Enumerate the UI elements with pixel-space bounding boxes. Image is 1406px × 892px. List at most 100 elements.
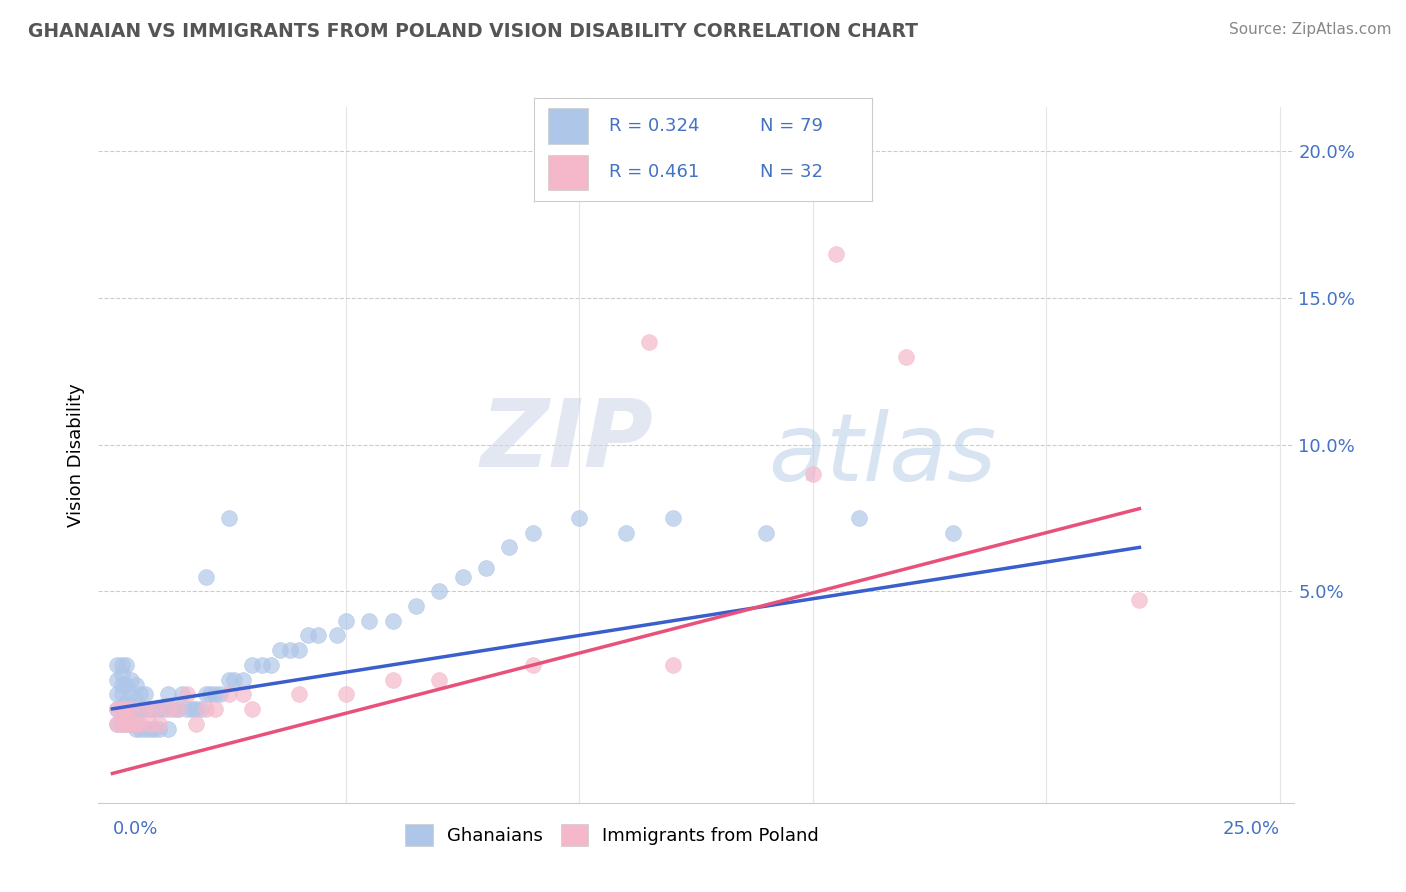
Point	[522, 525, 544, 540]
Point	[218, 511, 240, 525]
Point	[120, 687, 142, 701]
Text: GHANAIAN VS IMMIGRANTS FROM POLAND VISION DISABILITY CORRELATION CHART: GHANAIAN VS IMMIGRANTS FROM POLAND VISIO…	[28, 22, 918, 41]
Point	[260, 657, 283, 672]
Point	[148, 716, 170, 731]
Point	[157, 723, 180, 737]
Point	[1128, 593, 1150, 607]
Point	[115, 707, 138, 722]
Point	[288, 687, 311, 701]
Point	[105, 673, 128, 687]
Point	[120, 673, 142, 687]
Point	[942, 525, 965, 540]
Point	[204, 687, 226, 701]
Point	[120, 716, 142, 731]
Point	[111, 657, 134, 672]
Point	[232, 687, 254, 701]
Point	[186, 716, 208, 731]
Point	[218, 687, 240, 701]
Point	[381, 673, 404, 687]
Point	[232, 673, 254, 687]
Point	[148, 702, 170, 716]
Legend: Ghanaians, Immigrants from Poland: Ghanaians, Immigrants from Poland	[398, 816, 827, 853]
Text: Source: ZipAtlas.com: Source: ZipAtlas.com	[1229, 22, 1392, 37]
Point	[148, 723, 170, 737]
Text: N = 32: N = 32	[761, 163, 824, 181]
Point	[894, 350, 917, 364]
Point	[120, 716, 142, 731]
Point	[134, 687, 156, 701]
Point	[848, 511, 870, 525]
Text: atlas: atlas	[768, 409, 995, 500]
Text: R = 0.461: R = 0.461	[609, 163, 699, 181]
Text: 0.0%: 0.0%	[112, 821, 157, 838]
Point	[120, 702, 142, 716]
Point	[115, 716, 138, 731]
Text: N = 79: N = 79	[761, 118, 824, 136]
Text: ZIP: ZIP	[481, 395, 654, 487]
Point	[162, 702, 184, 716]
Point	[143, 702, 166, 716]
Point	[801, 467, 824, 481]
Point	[451, 570, 474, 584]
Point	[190, 702, 212, 716]
Point	[661, 511, 683, 525]
Point	[139, 702, 162, 716]
Point	[125, 723, 148, 737]
Point	[125, 693, 148, 707]
Point	[218, 673, 240, 687]
Point	[105, 716, 128, 731]
Point	[111, 702, 134, 716]
Point	[105, 687, 128, 701]
Point	[115, 678, 138, 692]
Text: 25.0%: 25.0%	[1222, 821, 1279, 838]
Point	[115, 716, 138, 731]
Point	[200, 687, 222, 701]
Point	[208, 687, 231, 701]
Point	[111, 702, 134, 716]
Point	[288, 643, 311, 657]
Point	[129, 716, 152, 731]
Point	[139, 723, 162, 737]
Point	[498, 541, 520, 555]
Point	[307, 628, 329, 642]
Point	[176, 702, 198, 716]
Point	[381, 614, 404, 628]
Point	[325, 628, 347, 642]
Point	[129, 702, 152, 716]
Point	[269, 643, 291, 657]
Point	[115, 696, 138, 710]
Bar	[548, 108, 588, 145]
Point	[427, 584, 450, 599]
Y-axis label: Vision Disability: Vision Disability	[66, 383, 84, 527]
Point	[250, 657, 273, 672]
Point	[139, 716, 162, 731]
Point	[157, 702, 180, 716]
Point	[105, 702, 128, 716]
Point	[157, 687, 180, 701]
Point	[176, 687, 198, 701]
Point	[152, 702, 174, 716]
Point	[475, 561, 498, 575]
Point	[120, 702, 142, 716]
Point	[278, 643, 301, 657]
Point	[755, 525, 778, 540]
Point	[111, 716, 134, 731]
Point	[115, 702, 138, 716]
Point	[359, 614, 381, 628]
Point	[335, 614, 357, 628]
Point	[405, 599, 427, 613]
Point	[143, 702, 166, 716]
Text: R = 0.324: R = 0.324	[609, 118, 699, 136]
Point	[222, 673, 245, 687]
Point	[242, 657, 264, 672]
Point	[180, 702, 202, 716]
Point	[427, 673, 450, 687]
Point	[105, 657, 128, 672]
Point	[186, 702, 208, 716]
Point	[111, 666, 134, 681]
Point	[115, 657, 138, 672]
Point	[129, 687, 152, 701]
Point	[825, 247, 848, 261]
Point	[125, 678, 148, 692]
Point	[194, 570, 217, 584]
